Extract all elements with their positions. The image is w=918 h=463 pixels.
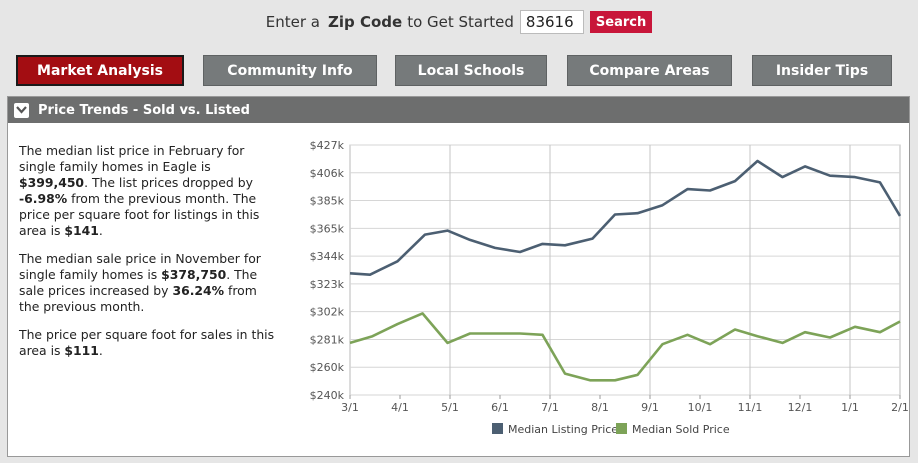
panel-title: Price Trends - Sold vs. Listed: [38, 102, 250, 118]
x-tick-label: 10/1: [688, 401, 713, 414]
y-tick-label: $302k: [310, 306, 345, 319]
zip-prompt-tail: to Get Started: [407, 13, 514, 31]
y-tick-label: $281k: [310, 333, 345, 346]
listing-price-change: -6.98%: [19, 191, 68, 206]
x-tick-label: 7/1: [541, 401, 559, 414]
x-tick-label: 4/1: [391, 401, 409, 414]
sold-price-line: [349, 312, 901, 382]
listing-price-line: [349, 159, 902, 276]
x-tick-label: 2/1: [891, 401, 908, 414]
y-tick-label: $344k: [310, 250, 345, 263]
y-tick-label: $406k: [310, 167, 345, 180]
zip-prompt-lead: Enter a: [265, 13, 320, 31]
listing-price-per-sqft: $141: [64, 223, 99, 238]
x-tick-label: 3/1: [341, 401, 359, 414]
listing-summary: The median list price in February for si…: [19, 143, 260, 238]
listing-median-price: $399,450: [19, 175, 85, 190]
x-tick-label: 5/1: [441, 401, 459, 414]
y-tick-label: $260k: [310, 361, 345, 374]
x-tick-label: 9/1: [641, 401, 659, 414]
legend-label: Median Sold Price: [632, 423, 730, 436]
zip-code-input[interactable]: [519, 10, 584, 34]
sale-price-per-sqft: $111: [64, 343, 99, 358]
tab-local-schools[interactable]: Local Schools: [395, 55, 547, 86]
zip-prompt-bold: Zip Code: [327, 13, 403, 31]
price-trends-panel: Price Trends - Sold vs. Listed The media…: [7, 96, 910, 457]
legend-swatch: [616, 423, 627, 434]
tab-market-analysis[interactable]: Market Analysis: [16, 55, 184, 86]
sale-median-price: $378,750: [161, 267, 227, 282]
x-tick-label: 6/1: [491, 401, 509, 414]
legend-label: Median Listing Price: [508, 423, 618, 436]
market-summary: The median list price in February for si…: [19, 143, 277, 371]
zip-search-bar: Enter a Zip Code to Get Started Search: [0, 0, 918, 44]
x-tick-label: 11/1: [738, 401, 763, 414]
legend-swatch: [492, 423, 503, 434]
x-tick-label: 1/1: [841, 401, 859, 414]
y-tick-label: $240k: [310, 389, 345, 402]
y-tick-label: $427k: [310, 139, 345, 152]
price-trend-chart: $240k $260k $281k $302k $323k $344k $365k $385k…: [310, 139, 908, 436]
plot-area: [349, 144, 901, 396]
y-tick-label: $385k: [310, 195, 345, 208]
tab-bar: Market Analysis Community Info Local Sch…: [0, 55, 918, 87]
sale-price-change: 36.24%: [172, 283, 225, 298]
tab-insider-tips[interactable]: Insider Tips: [752, 55, 892, 86]
x-tick-label: 12/1: [788, 401, 813, 414]
y-tick-label: $365k: [310, 222, 345, 235]
y-tick-label: $323k: [310, 278, 345, 291]
sale-psf-summary: The price per square foot for sales in t…: [19, 327, 275, 358]
search-button[interactable]: Search: [589, 11, 653, 33]
x-tick-label: 8/1: [591, 401, 609, 414]
tab-community-info[interactable]: Community Info: [203, 55, 377, 86]
panel-header: Price Trends - Sold vs. Listed: [8, 97, 909, 123]
chevron-down-icon[interactable]: [14, 102, 29, 118]
tab-compare-areas[interactable]: Compare Areas: [567, 55, 732, 86]
sale-summary: The median sale price in November for si…: [19, 251, 261, 314]
